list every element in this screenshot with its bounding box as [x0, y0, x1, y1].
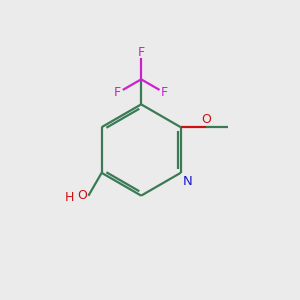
Text: H: H: [64, 191, 74, 204]
Text: O: O: [77, 189, 87, 202]
Text: F: F: [161, 86, 168, 99]
Text: N: N: [183, 175, 193, 188]
Text: O: O: [201, 113, 211, 126]
Text: F: F: [114, 86, 121, 99]
Text: F: F: [138, 46, 145, 59]
